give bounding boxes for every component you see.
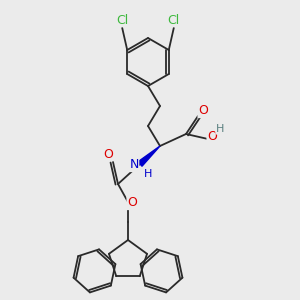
Text: Cl: Cl — [116, 14, 128, 26]
Text: N: N — [129, 158, 139, 172]
Text: O: O — [127, 196, 137, 209]
Text: O: O — [103, 148, 113, 160]
Polygon shape — [138, 146, 160, 166]
Text: Cl: Cl — [168, 14, 180, 26]
Text: H: H — [144, 169, 152, 179]
Text: O: O — [198, 104, 208, 118]
Text: H: H — [216, 124, 224, 134]
Text: O: O — [207, 130, 217, 143]
